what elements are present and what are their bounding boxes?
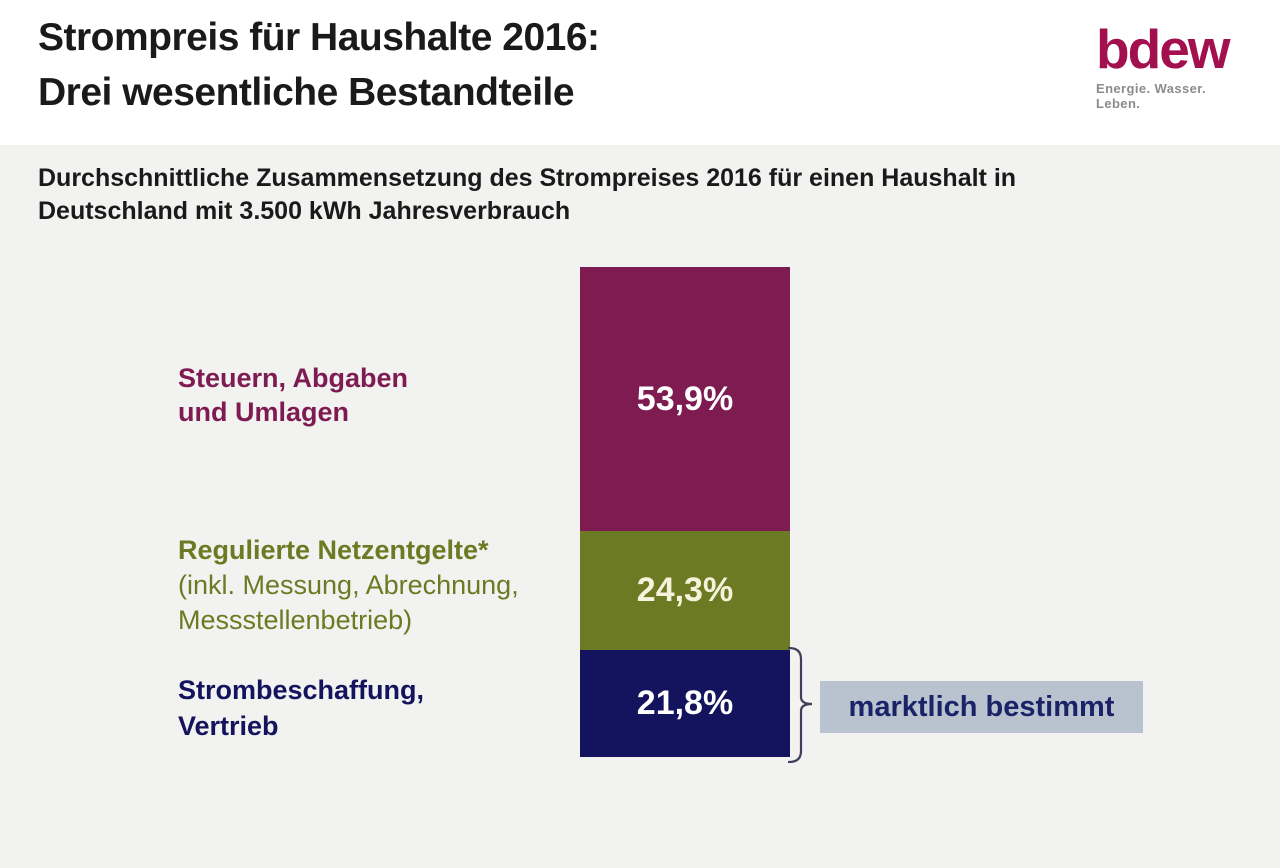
chart-subtitle: Durchschnittliche Zusammensetzung des St… xyxy=(38,162,1016,228)
bar-segment-supply: 21,8% xyxy=(580,650,790,757)
label-supply-line1: Strombeschaffung, xyxy=(178,675,425,705)
page-title-line1: Strompreis für Haushalte 2016: xyxy=(38,16,600,59)
label-grid-fees-line2: (inkl. Messung, Abrechnung, xyxy=(178,570,519,600)
bdew-logo-wordmark: bdew xyxy=(1096,18,1231,80)
bar-segment-taxes: 53,9% xyxy=(580,267,790,531)
bar-segment-grid-fees: 24,3% xyxy=(580,531,790,650)
bar-segment-taxes-value: 53,9% xyxy=(636,379,734,418)
header: Strompreis für Haushalte 2016: Drei wese… xyxy=(0,0,1280,145)
page-title-line2: Drei wesentliche Bestandteile xyxy=(38,71,575,114)
brace-icon xyxy=(788,646,813,764)
chart-canvas: Durchschnittliche Zusammensetzung des St… xyxy=(0,145,1280,868)
label-grid-fees-line1: Regulierte Netzentgelte* xyxy=(178,535,489,565)
label-supply: Strombeschaffung, Vertrieb xyxy=(178,672,424,744)
annotation-box: marktlich bestimmt xyxy=(820,681,1143,733)
bdew-logo: bdew Energie. Wasser. Leben. xyxy=(1096,20,1248,111)
chart-subtitle-line1: Durchschnittliche Zusammensetzung des St… xyxy=(38,164,1017,192)
bar-segment-supply-value: 21,8% xyxy=(636,684,734,722)
label-taxes-line2: und Umlagen xyxy=(178,397,350,427)
label-taxes-line1: Steuern, Abgaben xyxy=(178,363,409,393)
bar-segment-grid-fees-value: 24,3% xyxy=(636,571,734,609)
brace-path xyxy=(788,646,813,764)
label-supply-line2: Vertrieb xyxy=(178,711,279,741)
label-taxes: Steuern, Abgaben und Umlagen xyxy=(178,361,408,429)
stacked-bar: 53,9% 24,3% 21,8% xyxy=(580,267,790,757)
label-grid-fees-line3: Messstellenbetrieb) xyxy=(178,605,413,635)
bdew-logo-tagline: Energie. Wasser. Leben. xyxy=(1096,81,1206,111)
page-title: Strompreis für Haushalte 2016: Drei wese… xyxy=(38,10,600,120)
label-grid-fees: Regulierte Netzentgelte* (inkl. Messung,… xyxy=(178,533,519,638)
chart-subtitle-line2: Deutschland mit 3.500 kWh Jahresverbrauc… xyxy=(38,197,571,225)
annotation-text: marktlich bestimmt xyxy=(848,690,1115,723)
